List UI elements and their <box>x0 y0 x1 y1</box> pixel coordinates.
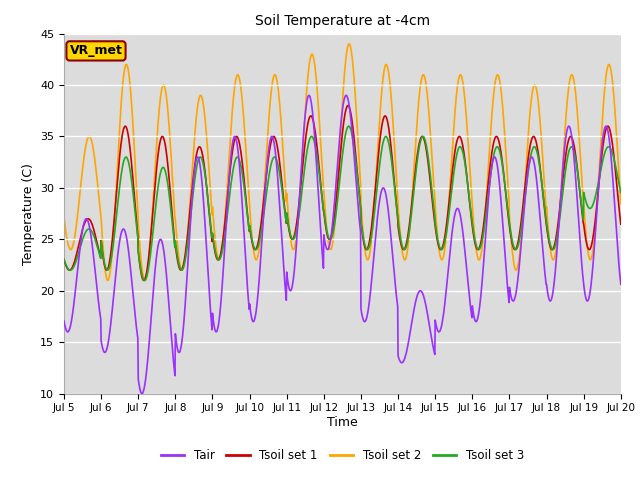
Legend: Tair, Tsoil set 1, Tsoil set 2, Tsoil set 3: Tair, Tsoil set 1, Tsoil set 2, Tsoil se… <box>156 444 529 467</box>
Text: VR_met: VR_met <box>70 44 122 58</box>
Title: Soil Temperature at -4cm: Soil Temperature at -4cm <box>255 14 430 28</box>
X-axis label: Time: Time <box>327 416 358 429</box>
Y-axis label: Temperature (C): Temperature (C) <box>22 163 35 264</box>
